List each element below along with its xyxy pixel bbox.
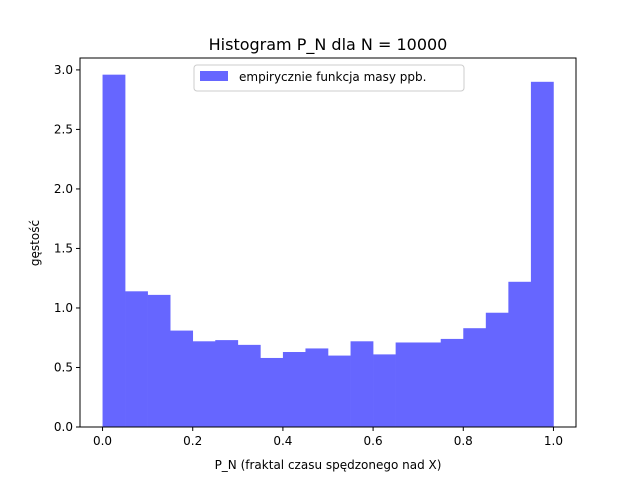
histogram-bar <box>530 81 554 427</box>
histogram-bar <box>215 340 239 427</box>
histogram-bar <box>260 357 284 427</box>
histogram-bar <box>192 341 216 427</box>
histogram-bar <box>102 74 126 427</box>
histogram-bar <box>418 342 442 427</box>
x-tick-label: 0.0 <box>93 434 112 448</box>
x-tick-label: 0.2 <box>183 434 202 448</box>
x-tick-label: 0.6 <box>364 434 383 448</box>
legend: empirycznie funkcja masy ppb. <box>193 64 465 92</box>
histogram-bar <box>147 294 171 427</box>
histogram-bar <box>282 352 306 427</box>
y-tick-label: 3.0 <box>54 63 73 77</box>
histogram-bar <box>305 348 329 427</box>
histogram-bar <box>508 281 532 427</box>
histogram-bar <box>237 344 261 427</box>
histogram-bar <box>373 354 396 427</box>
histogram-bar <box>125 291 148 427</box>
chart-title: Histogram P_N dla N = 10000 <box>209 35 448 55</box>
y-tick-label: 1.5 <box>54 241 73 255</box>
legend-frame <box>193 64 465 92</box>
histogram-bar <box>170 330 194 427</box>
legend-swatch <box>200 71 228 81</box>
x-tick-label: 0.4 <box>273 434 292 448</box>
y-tick-label: 2.5 <box>54 122 73 136</box>
histogram-bar <box>328 355 351 427</box>
bars-layer <box>102 74 554 427</box>
x-axis-label: P_N (fraktal czasu spędzonego nad X) <box>215 458 442 472</box>
y-tick-label: 0.0 <box>54 420 73 434</box>
x-tick-label: 0.8 <box>454 434 473 448</box>
legend-label: empirycznie funkcja masy ppb. <box>239 70 426 84</box>
histogram-bar <box>440 338 464 427</box>
ticks-layer: 0.0 0.2 0.4 0.6 0.8 1.0 0.0 0.5 1.0 1.5 2.0 2.5 3.0 <box>54 63 563 448</box>
axes-frame <box>79 57 577 428</box>
y-tick-label: 2.0 <box>54 182 73 196</box>
y-tick-label: 0.5 <box>54 360 73 374</box>
y-axis-label: gęstość <box>28 220 42 266</box>
y-tick-label: 1.0 <box>54 301 73 315</box>
histogram-bar <box>463 328 487 427</box>
histogram-bar <box>350 341 374 427</box>
histogram-bar <box>395 342 419 427</box>
x-tick-label: 1.0 <box>544 434 563 448</box>
histogram-bar <box>485 312 509 427</box>
